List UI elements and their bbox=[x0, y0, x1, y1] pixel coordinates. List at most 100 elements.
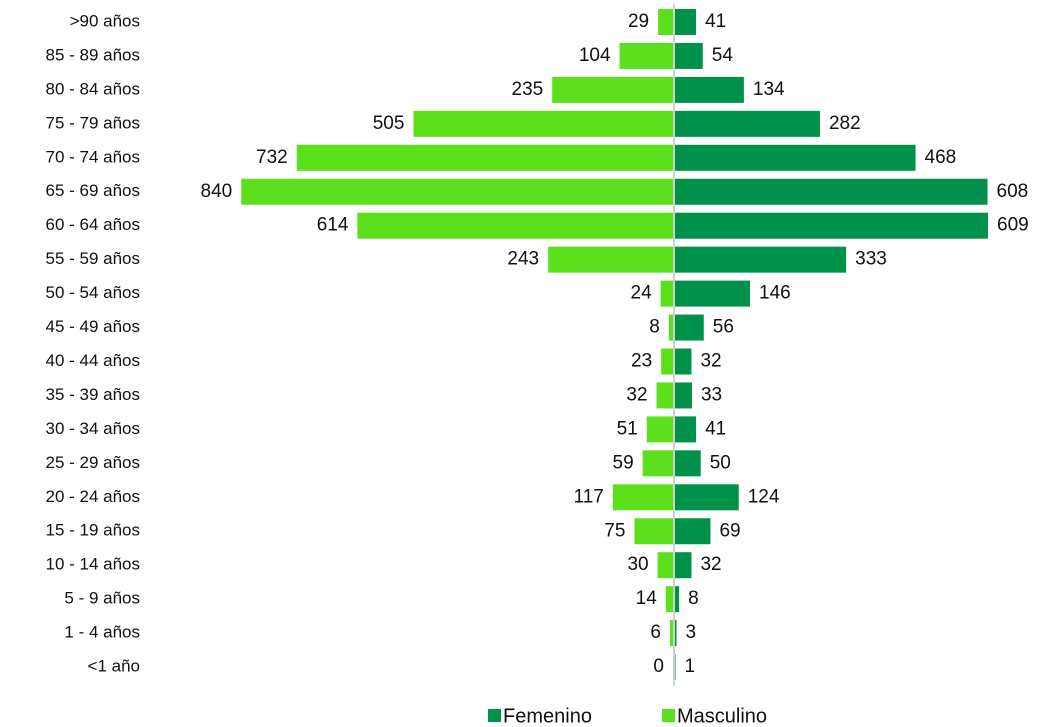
data-label: 117 bbox=[574, 486, 604, 507]
data-label: 75 bbox=[604, 520, 625, 541]
bar bbox=[660, 280, 673, 307]
bar bbox=[675, 212, 989, 239]
bar bbox=[241, 178, 674, 205]
bar bbox=[675, 450, 701, 477]
data-label: 840 bbox=[201, 181, 233, 202]
bar bbox=[675, 416, 697, 443]
data-label: 24 bbox=[631, 283, 653, 304]
bar bbox=[548, 246, 673, 273]
data-label: 50 bbox=[710, 452, 731, 473]
data-label: 243 bbox=[507, 249, 539, 270]
legend-label: Femenino bbox=[503, 705, 592, 727]
data-label: 29 bbox=[628, 11, 649, 32]
data-label: 32 bbox=[626, 384, 647, 405]
bar bbox=[675, 518, 711, 545]
data-label: 608 bbox=[997, 181, 1029, 202]
bar bbox=[656, 382, 673, 409]
bar bbox=[665, 586, 673, 613]
bar bbox=[634, 518, 673, 545]
y-tick-label: 25 - 29 años bbox=[45, 453, 140, 472]
y-tick-label: 50 - 54 años bbox=[45, 283, 140, 302]
data-label: 41 bbox=[705, 418, 726, 439]
y-tick-label: 80 - 84 años bbox=[45, 79, 140, 98]
bar bbox=[658, 9, 673, 35]
y-tick-label: 40 - 44 años bbox=[45, 351, 140, 370]
bar bbox=[675, 144, 916, 171]
data-label: 6 bbox=[650, 622, 661, 643]
legend-swatch bbox=[488, 709, 501, 722]
data-label: 32 bbox=[700, 554, 721, 575]
bar bbox=[675, 76, 744, 103]
data-label: 468 bbox=[925, 147, 957, 168]
bar bbox=[646, 416, 673, 443]
y-tick-label: 35 - 39 años bbox=[45, 385, 140, 404]
y-tick-label: 60 - 64 años bbox=[45, 215, 140, 234]
y-tick-label: 45 - 49 años bbox=[45, 317, 140, 336]
data-label: 1 bbox=[685, 656, 696, 677]
data-label: 32 bbox=[700, 351, 721, 372]
bar bbox=[642, 450, 673, 477]
bar bbox=[675, 620, 677, 647]
bar bbox=[657, 552, 673, 579]
bar bbox=[675, 586, 680, 613]
y-tick-label: 10 - 14 años bbox=[45, 555, 140, 574]
data-label: 54 bbox=[712, 45, 734, 66]
bar bbox=[413, 110, 673, 137]
bar bbox=[675, 280, 751, 307]
data-label: 51 bbox=[617, 418, 638, 439]
data-label: 146 bbox=[759, 283, 791, 304]
data-label: 33 bbox=[701, 384, 722, 405]
y-tick-label: <1 año bbox=[88, 657, 140, 676]
bar bbox=[661, 348, 673, 375]
bar bbox=[675, 382, 692, 409]
data-label: 732 bbox=[256, 147, 288, 168]
bar bbox=[668, 314, 673, 341]
y-tick-label: 30 - 34 años bbox=[45, 419, 140, 438]
bar bbox=[675, 654, 676, 681]
legend-swatch bbox=[662, 709, 675, 722]
bar bbox=[619, 42, 673, 69]
data-label: 23 bbox=[631, 351, 652, 372]
bar bbox=[675, 314, 704, 341]
y-tick-label: 85 - 89 años bbox=[45, 45, 140, 64]
data-label: 30 bbox=[627, 554, 648, 575]
data-label: 8 bbox=[688, 588, 699, 609]
bar bbox=[675, 348, 692, 375]
bar bbox=[552, 76, 673, 103]
data-label: 59 bbox=[613, 452, 634, 473]
y-tick-label: 65 - 69 años bbox=[45, 181, 140, 200]
data-label: 505 bbox=[373, 113, 405, 134]
bar bbox=[675, 484, 739, 511]
y-tick-label: 70 - 74 años bbox=[45, 147, 140, 166]
bar bbox=[675, 552, 692, 579]
y-tick-label: >90 años bbox=[70, 11, 140, 30]
bar bbox=[669, 620, 673, 647]
data-label: 124 bbox=[748, 486, 780, 507]
y-tick-label: 15 - 19 años bbox=[45, 521, 140, 540]
bar bbox=[675, 110, 820, 137]
y-tick-label: 5 - 9 años bbox=[64, 589, 140, 608]
y-tick-label: 55 - 59 años bbox=[45, 249, 140, 268]
data-label: 14 bbox=[636, 588, 658, 609]
y-tick-label: 1 - 4 años bbox=[64, 623, 140, 642]
data-label: 3 bbox=[686, 622, 697, 643]
data-label: 134 bbox=[753, 79, 785, 100]
data-label: 41 bbox=[705, 11, 726, 32]
bar bbox=[675, 178, 988, 205]
data-label: 56 bbox=[713, 317, 734, 338]
data-label: 0 bbox=[653, 656, 664, 677]
bar bbox=[296, 144, 673, 171]
legend-label: Masculino bbox=[677, 705, 767, 727]
data-label: 8 bbox=[649, 317, 660, 338]
data-label: 282 bbox=[829, 113, 861, 134]
y-tick-label: 20 - 24 años bbox=[45, 487, 140, 506]
bar bbox=[675, 42, 703, 69]
data-label: 104 bbox=[579, 45, 611, 66]
y-tick-label: 75 - 79 años bbox=[45, 113, 140, 132]
data-label: 609 bbox=[997, 215, 1029, 236]
bar bbox=[675, 9, 697, 35]
data-label: 333 bbox=[855, 249, 887, 270]
bar bbox=[612, 484, 673, 511]
data-label: 69 bbox=[719, 520, 740, 541]
